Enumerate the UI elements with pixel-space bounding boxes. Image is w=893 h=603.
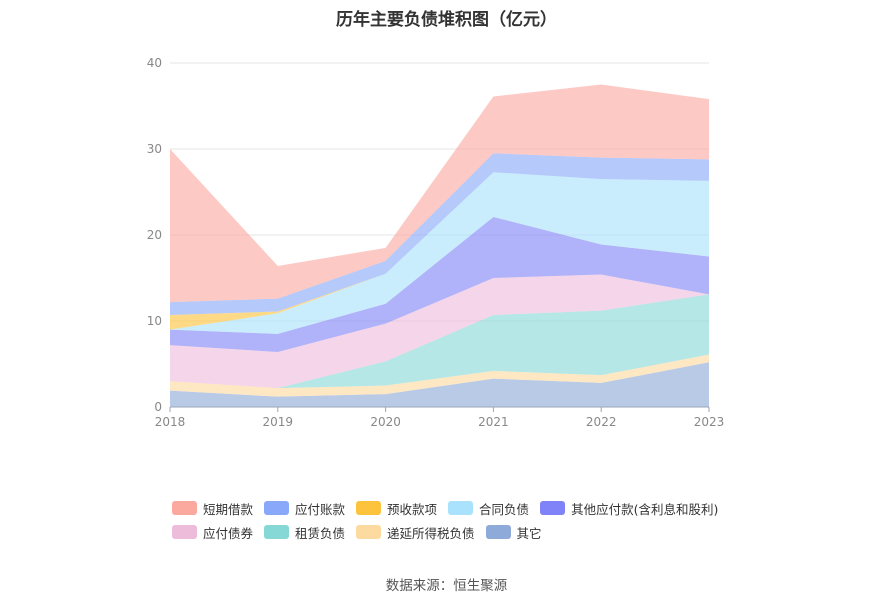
legend-swatch	[172, 525, 197, 539]
legend-item[interactable]: 预收款项	[356, 499, 437, 518]
legend-label: 应付债券	[203, 525, 254, 541]
legend-item[interactable]: 应付债券	[172, 523, 253, 542]
x-tick-label: 2020	[370, 415, 401, 429]
y-tick-label: 40	[147, 56, 162, 70]
y-tick-label: 0	[154, 400, 162, 414]
legend-swatch	[264, 525, 290, 539]
legend-row: 短期借款 应付账款 预收款项 合同负债 其他应付款(含利息和股利)	[172, 496, 772, 520]
legend-label: 其它	[516, 525, 542, 541]
y-tick-label: 10	[147, 314, 162, 328]
series-area-应付账款	[170, 153, 709, 315]
legend-label: 预收款项	[387, 501, 438, 517]
data-source: 数据来源：恒生聚源	[385, 578, 508, 594]
series-area-应付债券	[170, 274, 709, 389]
series-area-其它	[170, 362, 709, 407]
legend-item[interactable]: 递延所得税负债	[356, 523, 475, 542]
legend-swatch	[264, 501, 290, 515]
legend-item[interactable]: 其他应付款(含利息和股利)	[540, 499, 718, 518]
axes: 0 10 20 30 40 2018 2019 2020 2021 2022 2023	[147, 56, 725, 429]
legend-item[interactable]: 其它	[485, 523, 542, 542]
legend-item[interactable]: 租赁负债	[264, 523, 345, 542]
series-area-租赁负债	[170, 294, 709, 389]
legend-item[interactable]: 短期借款	[172, 499, 253, 518]
legend-label: 合同负债	[479, 501, 530, 517]
series-area-短期借款	[170, 84, 709, 303]
series-area-预收款项	[170, 172, 709, 330]
area-layer	[170, 84, 709, 407]
legend-swatch	[356, 525, 382, 539]
legend: 短期借款 应付账款 预收款项 合同负债 其他应付款(含利息和股利) 应付债券 租赁负债 递延…	[172, 496, 772, 544]
x-tick-label: 2022	[586, 415, 617, 429]
y-tick-label: 30	[147, 142, 162, 156]
legend-swatch	[448, 501, 474, 515]
legend-row: 应付债券 租赁负债 递延所得税负债 其它	[172, 520, 772, 544]
legend-label: 应付账款	[295, 501, 346, 517]
series-area-递延所得税负债	[170, 354, 709, 397]
y-tick-label: 20	[147, 228, 162, 242]
legend-label: 短期借款	[203, 501, 254, 517]
x-tick-label: 2021	[478, 415, 509, 429]
series-area-合同负债	[170, 172, 709, 334]
legend-label: 租赁负债	[295, 525, 346, 541]
legend-swatch	[356, 501, 382, 515]
x-tick-label: 2019	[263, 415, 294, 429]
series-area-其他应付款(含利息和股利)	[170, 216, 709, 352]
legend-swatch	[172, 501, 197, 515]
legend-swatch	[540, 501, 566, 515]
chart-title: 历年主要负债堆积图（亿元）	[336, 10, 557, 30]
legend-label: 其他应付款(含利息和股利)	[571, 501, 719, 517]
legend-label: 递延所得税负债	[387, 525, 475, 541]
legend-swatch	[485, 525, 511, 539]
x-tick-label: 2023	[694, 415, 725, 429]
x-tick-label: 2018	[155, 415, 186, 429]
legend-item[interactable]: 合同负债	[448, 499, 529, 518]
legend-item[interactable]: 应付账款	[264, 499, 345, 518]
